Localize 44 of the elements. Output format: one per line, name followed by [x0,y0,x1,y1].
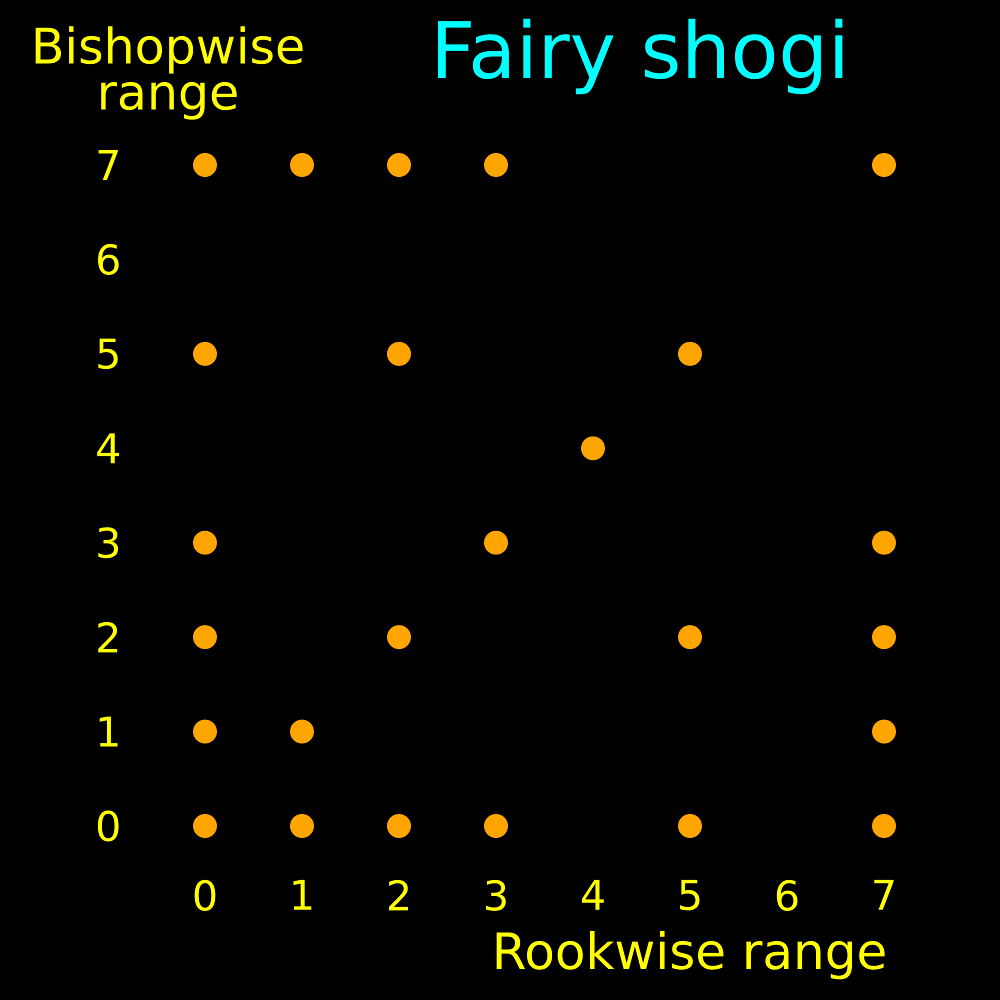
point [193,342,217,366]
y-tick-label: 2 [98,622,118,652]
point [678,814,702,838]
point [290,153,314,177]
x-tick-label: 4 [582,880,604,910]
point [872,625,896,650]
x-tick-label: 1 [293,880,312,910]
point [872,530,896,555]
x-tick-label: 3 [486,880,506,911]
point [678,342,702,366]
x-tick-label: 6 [776,880,798,911]
point [387,153,411,177]
point [290,720,314,744]
point [484,530,508,555]
point [678,625,702,650]
y-tick-label: 0 [98,810,119,842]
point [193,153,217,177]
y-tick-label: 5 [98,338,118,370]
point [484,814,508,838]
y-tick-label: 4 [97,433,119,464]
point [581,436,605,460]
y-tick-label: 3 [98,527,118,558]
point [387,342,411,366]
point [872,814,896,838]
point [872,153,896,177]
point [484,153,508,177]
point [290,814,314,838]
x-tick-label: 0 [194,880,216,911]
point [872,720,896,744]
point [193,530,217,555]
point [387,625,411,650]
point [193,625,217,650]
y-tick-label: 7 [98,150,118,180]
y-tick-label: 6 [98,244,119,275]
x-axis-title: Rookwise range [496,931,885,980]
x-tick-label: 5 [680,880,700,910]
chart-title: Fairy shogi [438,18,842,94]
point [387,814,411,838]
point [193,814,217,838]
x-tick-label: 2 [388,880,408,910]
point [193,720,217,744]
y-tick-label: 1 [100,716,118,747]
x-tick-label: 7 [874,880,894,910]
y-axis-title: Bishopwise range [36,26,303,120]
